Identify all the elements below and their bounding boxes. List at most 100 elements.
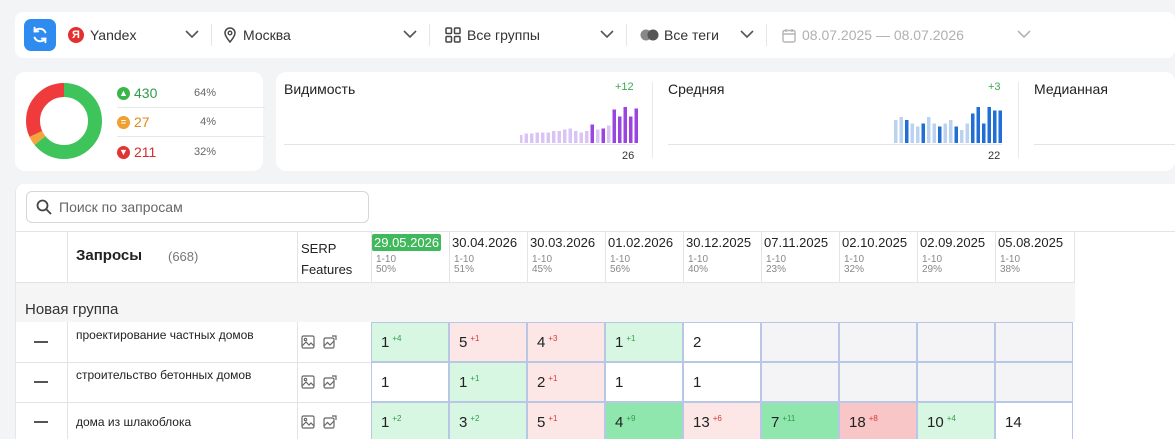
position-cell[interactable]: 14	[995, 402, 1073, 439]
date-column-header[interactable]: 02.10.2025 1-10 32%	[840, 234, 918, 275]
position-value: 1	[381, 373, 390, 391]
position-cell[interactable]: 1 +1	[449, 362, 527, 402]
position-cell[interactable]: 10 +4	[917, 402, 995, 439]
position-cell[interactable]: 5 +1	[527, 402, 605, 439]
position-cell[interactable]	[995, 362, 1073, 402]
position-cell[interactable]	[917, 322, 995, 362]
toolbar: Я Yandex Москва Все группы Все теги 08.0…	[15, 12, 1175, 58]
sparkline-bar	[623, 107, 627, 143]
row-collapse-toggle[interactable]	[34, 421, 48, 423]
position-cell[interactable]: 2 +1	[527, 362, 605, 402]
metric-title: Видимость	[284, 81, 356, 97]
row-collapse-toggle[interactable]	[34, 341, 48, 343]
date-column-header[interactable]: 30.12.2025 1-10 40%	[684, 234, 762, 275]
position-cell[interactable]: 1 +2	[371, 402, 449, 439]
position-cell[interactable]: 1	[371, 362, 449, 402]
position-cell[interactable]: 1 +1	[605, 322, 683, 362]
date-label: 29.05.2026	[372, 234, 442, 251]
query-name[interactable]: дома из шлакоблока	[76, 415, 192, 429]
position-cell[interactable]	[839, 322, 917, 362]
position-cell[interactable]: 4 +9	[605, 402, 683, 439]
position-cell[interactable]: 3 +2	[449, 402, 527, 439]
image-icon	[301, 415, 315, 429]
queries-header[interactable]: Запросы	[76, 247, 143, 264]
grid-line	[297, 362, 298, 402]
region-label: Москва	[243, 27, 291, 43]
position-cell[interactable]	[917, 362, 995, 402]
position-value: 1	[615, 373, 624, 391]
date-column-header[interactable]: 29.05.2026 1-10 50%	[372, 234, 450, 275]
chevron-down-icon	[185, 30, 199, 39]
sparkline-bar	[927, 116, 931, 143]
position-cell[interactable]: 2	[683, 322, 761, 362]
date-percent-label: 32%	[844, 264, 865, 275]
sparkline-bar	[596, 129, 600, 143]
date-column-header[interactable]: 07.11.2025 1-10 23%	[762, 234, 840, 275]
date-range-label: 1-10	[532, 254, 553, 265]
groups-select[interactable]: Все группы	[429, 12, 626, 58]
date-range-label: 1-10	[454, 254, 475, 265]
stat-up-value: 430	[134, 85, 158, 101]
sparkline-bar	[541, 132, 545, 143]
image-icon	[301, 375, 315, 389]
date-column-header[interactable]: 30.03.2026 1-10 45%	[528, 234, 606, 275]
position-cell[interactable]: 5 +1	[449, 322, 527, 362]
position-cell[interactable]	[839, 362, 917, 402]
sparkline-bar	[938, 126, 942, 143]
metric-visibility[interactable]: Видимость +12 26	[276, 72, 652, 171]
position-cell[interactable]: 4 +3	[527, 322, 605, 362]
date-percent-label: 51%	[454, 264, 475, 275]
date-percent-label: 23%	[766, 264, 787, 275]
date-label: 01.02.2026	[608, 235, 674, 250]
sparkline-bar	[546, 132, 550, 143]
metric-median[interactable]: Медианная	[1026, 72, 1175, 171]
serp-feature-icons	[301, 415, 337, 429]
date-column-header[interactable]: 02.09.2025 1-10 29%	[918, 234, 996, 275]
grid-line	[917, 231, 918, 283]
position-cell[interactable]	[761, 322, 839, 362]
date-range-label: 1-10	[766, 254, 787, 265]
position-delta: +1	[548, 413, 558, 423]
query-name[interactable]: проектирование частных домов	[76, 328, 254, 342]
group-title[interactable]: Новая группа	[25, 301, 119, 318]
grid-line	[1074, 231, 1075, 283]
position-cell[interactable]	[761, 362, 839, 402]
date-column-header[interactable]: 30.04.2026 1-10 51%	[450, 234, 528, 275]
sparkline-bar	[601, 128, 605, 143]
date-range-select[interactable]: 08.07.2025 — 08.07.2026	[766, 12, 1048, 58]
position-cell[interactable]: 18 +8	[839, 402, 917, 439]
image-search-icon	[323, 335, 337, 349]
region-select[interactable]: Москва	[211, 12, 429, 58]
positions-table-panel: Поиск по запросам Запросы (668) SERP Fea…	[15, 184, 1175, 439]
position-cell[interactable]	[995, 322, 1073, 362]
metric-average[interactable]: Средняя +3 22	[660, 72, 1020, 171]
date-column-header[interactable]: 01.02.2026 1-10 56%	[606, 234, 684, 275]
search-engine-select[interactable]: Я Yandex	[56, 12, 211, 58]
date-column-header[interactable]: 05.08.2025 1-10 38%	[996, 234, 1074, 275]
metric-delta: +3	[988, 81, 1001, 93]
date-label: 02.09.2025	[920, 235, 986, 250]
sparkline-bar	[993, 110, 997, 143]
search-input[interactable]: Поиск по запросам	[26, 191, 369, 223]
metric-value: 26	[622, 150, 635, 162]
position-delta: +1	[626, 333, 636, 343]
position-cell[interactable]: 1	[605, 362, 683, 402]
position-value: 5	[459, 333, 468, 351]
position-cell[interactable]: 1 +4	[371, 322, 449, 362]
sparkline-bar	[563, 129, 567, 143]
grid-line	[527, 231, 528, 283]
row-collapse-toggle[interactable]	[34, 381, 48, 383]
grid-line	[16, 362, 371, 363]
sparkline-bar	[932, 123, 936, 143]
tags-select[interactable]: Все теги	[626, 12, 766, 58]
date-label: 05.08.2025	[998, 235, 1064, 250]
grid-line	[67, 231, 68, 283]
grid-line	[839, 231, 840, 283]
metric-title: Средняя	[668, 81, 725, 97]
position-cell[interactable]: 1	[683, 362, 761, 402]
position-cell[interactable]: 13 +6	[683, 402, 761, 439]
refresh-button[interactable]	[24, 19, 56, 51]
query-name[interactable]: строительство бетонных домов	[76, 368, 252, 382]
position-delta: +11	[782, 413, 796, 423]
position-cell[interactable]: 7 +11	[761, 402, 839, 439]
